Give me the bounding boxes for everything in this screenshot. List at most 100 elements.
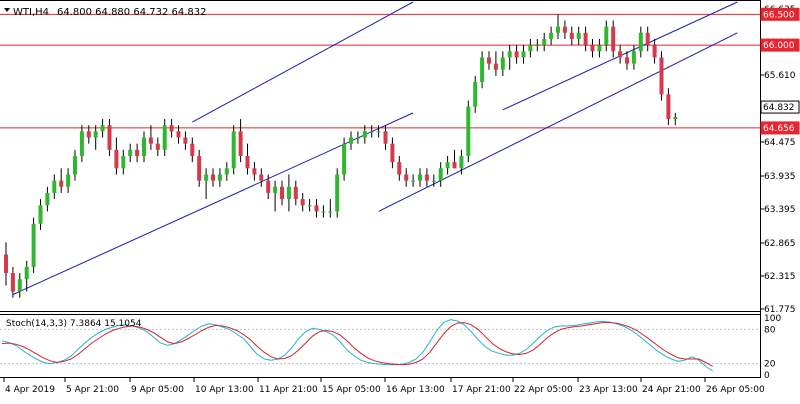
candle xyxy=(231,125,236,175)
candle-body xyxy=(86,131,91,138)
candle xyxy=(625,51,629,70)
candle xyxy=(300,192,305,212)
triangle-down-icon[interactable] xyxy=(4,8,10,12)
candle-body xyxy=(300,199,305,206)
candle-body xyxy=(52,180,57,193)
candle-body xyxy=(245,156,250,169)
candle xyxy=(652,38,657,64)
candle xyxy=(52,174,57,200)
candle-body xyxy=(142,137,146,156)
candle-body xyxy=(452,162,457,169)
candle-body xyxy=(445,162,450,169)
candle xyxy=(452,149,457,169)
candle-body xyxy=(618,51,623,58)
channel-1-lower-line[interactable] xyxy=(12,112,414,296)
candle-body xyxy=(521,51,526,58)
candle-body xyxy=(659,57,664,95)
candle xyxy=(590,38,595,58)
candle xyxy=(500,51,505,76)
candle-body xyxy=(500,57,505,70)
candle-body xyxy=(549,32,554,39)
candle-body xyxy=(625,57,629,64)
candle-body xyxy=(169,125,174,132)
candle xyxy=(576,26,581,46)
candle-body xyxy=(38,205,43,224)
candle-body xyxy=(24,266,29,280)
candle xyxy=(631,45,636,70)
candle xyxy=(100,119,105,138)
candle-body xyxy=(328,211,333,213)
candle-body xyxy=(562,26,567,33)
candle-body xyxy=(611,26,616,52)
candle xyxy=(211,168,215,187)
candle-body xyxy=(107,125,112,150)
candle xyxy=(259,168,264,187)
time-tick-label: 22 Apr 05:00 xyxy=(514,385,573,395)
candle-body xyxy=(638,32,643,52)
candle-body xyxy=(307,205,312,207)
candle xyxy=(535,38,540,52)
candle xyxy=(549,26,554,46)
channel-2-lower-line[interactable] xyxy=(378,32,738,212)
candle xyxy=(487,51,491,70)
current-price-label: 64.832 xyxy=(763,103,795,113)
candle xyxy=(335,168,340,218)
candle xyxy=(307,199,312,212)
candle xyxy=(404,168,409,187)
price-tick-label: 65.610 xyxy=(764,71,796,81)
candle xyxy=(162,119,167,156)
candle-body xyxy=(631,51,636,64)
candle xyxy=(79,125,84,163)
candle-body xyxy=(542,38,547,46)
channel-1-upper-line[interactable] xyxy=(192,1,414,123)
candle-body xyxy=(666,94,671,120)
candle xyxy=(362,125,367,144)
candle xyxy=(224,162,229,181)
candle-body xyxy=(4,254,8,274)
price-tick-label: 62.315 xyxy=(764,272,796,282)
candle-body xyxy=(155,143,160,150)
candle-body xyxy=(652,45,657,58)
candle xyxy=(659,51,664,101)
current-price-box xyxy=(760,100,800,114)
candle xyxy=(238,119,243,163)
candle-body xyxy=(190,143,195,156)
candle xyxy=(190,137,195,163)
candle xyxy=(480,51,485,89)
candle xyxy=(666,88,671,126)
candle-body xyxy=(286,186,291,200)
price-labels: 66.500 66.000 64.832 64.656 xyxy=(760,7,800,135)
candle-body xyxy=(604,26,609,46)
chart-header: WTI,H4 64.800 64.880 64.732 64.832 xyxy=(4,7,207,18)
candle xyxy=(314,199,319,218)
candle xyxy=(128,143,133,163)
candle-body xyxy=(252,168,257,175)
candle-body xyxy=(114,149,119,169)
candle xyxy=(155,137,160,156)
candle-body xyxy=(135,149,140,156)
candle xyxy=(445,156,450,175)
candle-body xyxy=(569,32,574,39)
candle-body xyxy=(576,32,581,39)
candle-body xyxy=(121,156,126,169)
candle-body xyxy=(238,131,243,156)
candle xyxy=(618,45,623,64)
candle-body xyxy=(349,137,353,144)
candle xyxy=(38,199,43,230)
candle xyxy=(507,45,512,70)
candle xyxy=(135,143,140,163)
candle-body xyxy=(10,273,15,292)
stoch-title: Stoch(14,3,3) 7.3864 15.1054 xyxy=(6,319,142,329)
ohlc-values: 64.800 64.880 64.732 64.832 xyxy=(57,7,207,18)
candle xyxy=(611,20,616,58)
candle-body xyxy=(314,205,319,212)
time-tick-label: 26 Apr 05:00 xyxy=(706,385,765,395)
candle xyxy=(93,125,98,150)
candle-body xyxy=(473,82,478,107)
candle-body xyxy=(162,125,167,150)
level-price-box xyxy=(760,38,800,52)
candle xyxy=(411,174,416,187)
stoch-d-line xyxy=(1,322,713,367)
